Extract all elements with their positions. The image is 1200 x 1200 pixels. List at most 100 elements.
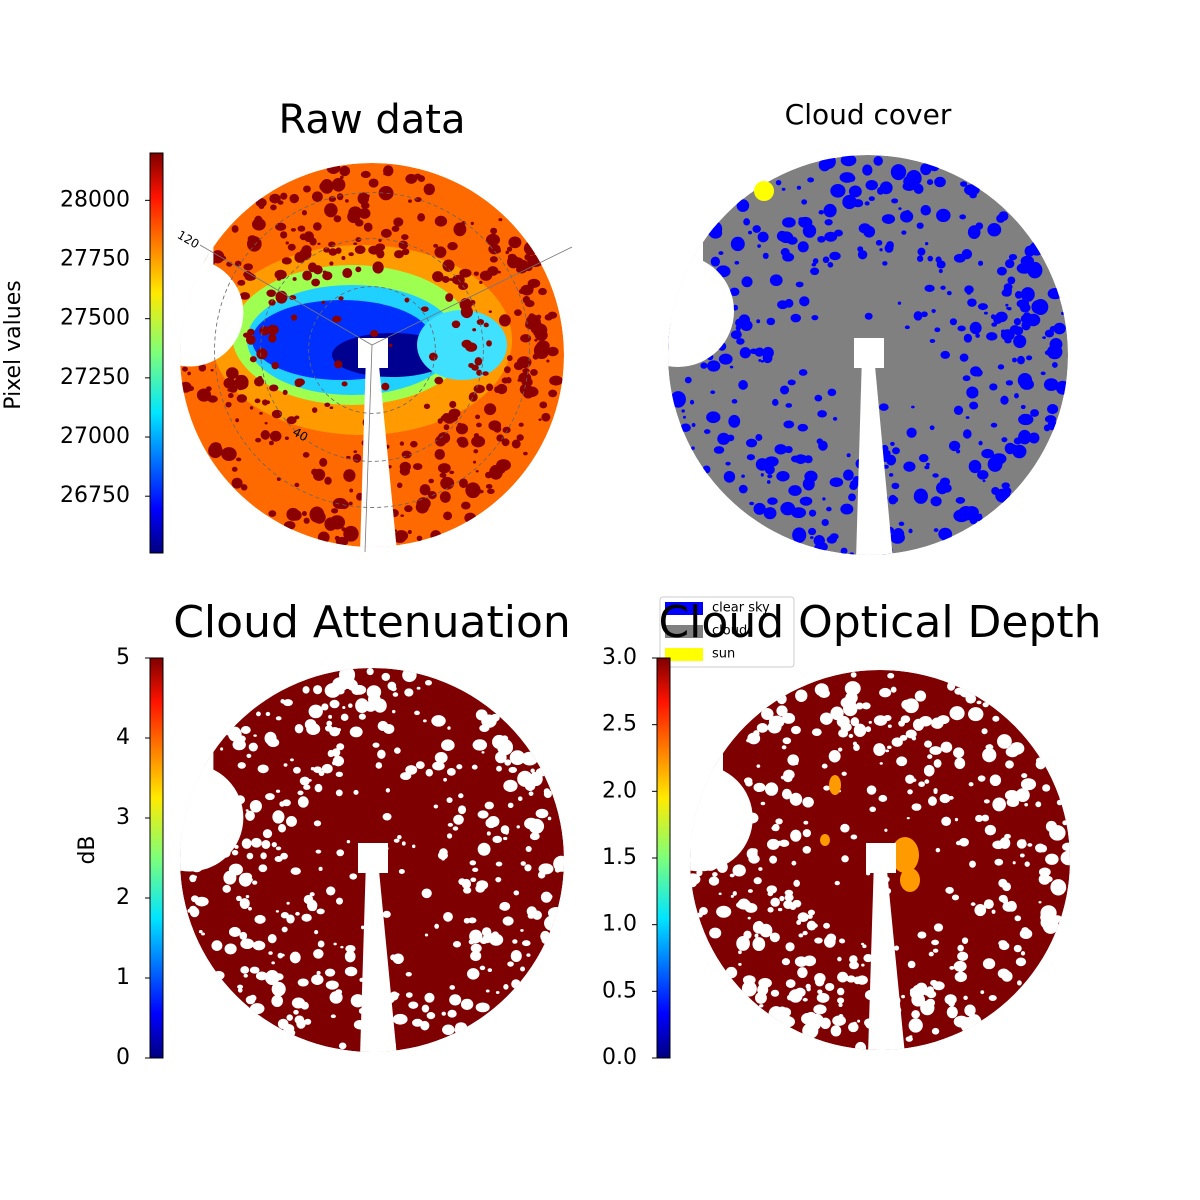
spot [353, 242, 358, 246]
spot [837, 997, 845, 1004]
spot [415, 500, 429, 514]
spot [297, 790, 304, 796]
spot [988, 744, 992, 748]
spot [735, 329, 741, 336]
polar-label: 120 [175, 228, 202, 252]
spot [245, 335, 256, 345]
spot [879, 248, 883, 252]
spot [325, 980, 339, 990]
spot [738, 962, 742, 966]
spot [1030, 409, 1039, 417]
spot [471, 764, 478, 770]
spot [360, 925, 365, 930]
spot [332, 760, 337, 766]
spot [522, 940, 531, 947]
spot [554, 867, 561, 873]
spot [968, 459, 982, 474]
spot [725, 461, 731, 466]
spot [1045, 853, 1059, 865]
spot [848, 185, 862, 198]
spot [253, 734, 257, 737]
spot [1005, 746, 1020, 758]
spot [547, 311, 558, 319]
spot [508, 236, 522, 249]
spot [452, 941, 462, 948]
sky-image [180, 163, 564, 547]
spot [816, 992, 830, 1003]
spot [208, 443, 223, 459]
spot [299, 233, 308, 241]
spot [487, 488, 495, 494]
spot [247, 274, 257, 281]
spot [470, 221, 474, 226]
spot [763, 507, 777, 520]
spot [520, 284, 534, 296]
spot [502, 426, 511, 434]
spot [829, 251, 841, 261]
spot [948, 795, 954, 800]
spot [434, 376, 444, 385]
spot [271, 981, 286, 997]
spot [813, 1004, 827, 1015]
spot [303, 784, 311, 790]
spot [718, 251, 724, 256]
spot [475, 414, 481, 420]
spot [441, 1011, 446, 1016]
spot [504, 759, 512, 766]
spot [248, 742, 258, 752]
spot [336, 688, 345, 695]
spot [301, 511, 307, 517]
spot [398, 869, 405, 875]
spot [737, 198, 745, 205]
spot [838, 1014, 844, 1019]
spot [268, 951, 273, 955]
spot [1024, 861, 1030, 867]
spot [317, 242, 321, 246]
spot [381, 672, 391, 681]
spot [980, 990, 985, 995]
spot [977, 303, 988, 311]
spot [1040, 915, 1055, 930]
spot [453, 222, 467, 237]
spot [498, 218, 503, 222]
spot [914, 690, 927, 702]
spot [878, 403, 889, 411]
spot [547, 907, 564, 920]
spot [1044, 329, 1055, 338]
spot [249, 406, 254, 410]
spot [848, 174, 856, 182]
spot [776, 470, 790, 482]
spot [754, 933, 759, 938]
spot [960, 1017, 976, 1034]
spot [459, 478, 468, 489]
spot [718, 892, 722, 896]
spot [898, 207, 902, 211]
spot [1012, 861, 1016, 865]
spot [249, 966, 260, 974]
spot [863, 225, 876, 238]
spot [419, 484, 431, 496]
spot [318, 866, 323, 871]
spot [294, 482, 300, 488]
spot [868, 196, 875, 202]
spot [853, 723, 867, 738]
spot [472, 867, 479, 872]
spot [284, 436, 289, 441]
spot [802, 997, 808, 1002]
spot [897, 301, 902, 305]
spot [991, 487, 1000, 495]
spot [326, 163, 341, 174]
spot [486, 383, 494, 392]
spot [843, 469, 854, 481]
spot [501, 377, 510, 384]
spot [951, 894, 960, 901]
spot [774, 444, 787, 455]
spot [529, 832, 540, 841]
spot [459, 268, 472, 278]
spot [539, 401, 548, 409]
spot [832, 416, 838, 421]
spot [501, 438, 510, 447]
spot [503, 836, 508, 841]
spot [456, 764, 463, 770]
spot [955, 687, 962, 695]
